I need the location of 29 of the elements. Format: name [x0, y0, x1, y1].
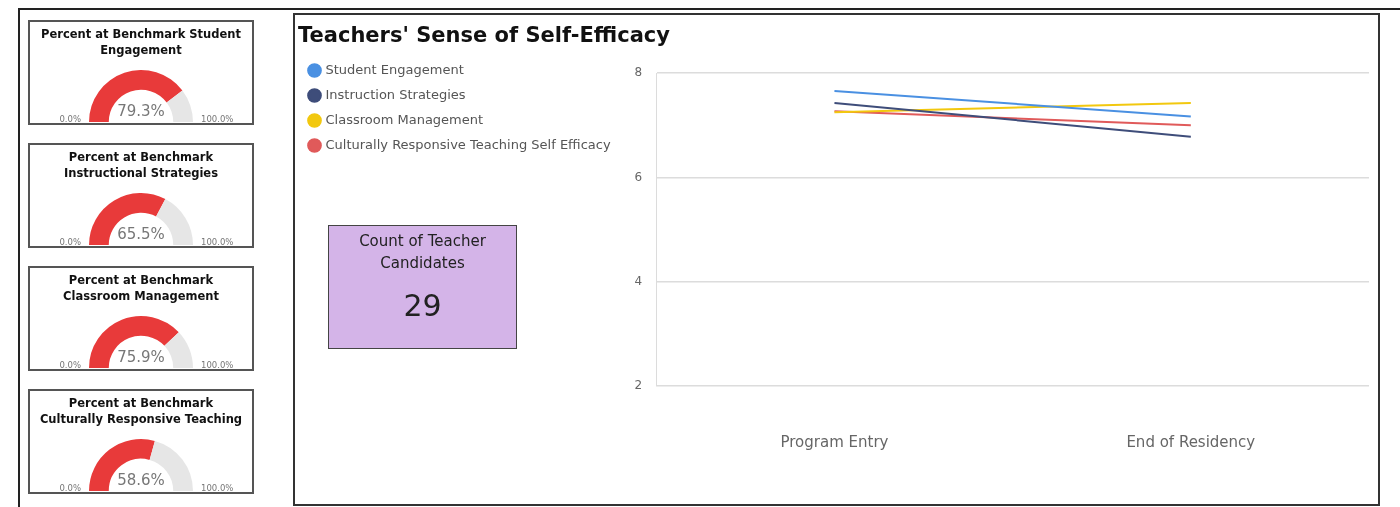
data-label: 58.6%	[117, 471, 165, 489]
legend-label: Culturally Responsive Teaching Self Efficacy	[325, 136, 611, 152]
y-tick-label: 4	[634, 273, 643, 288]
y-tick-label: 8	[634, 65, 643, 80]
chart-title: Percent at Benchmark Student Engagement	[40, 26, 242, 58]
data-label: 29	[402, 288, 443, 323]
data-label: 75.9%	[117, 348, 165, 366]
legend-label: Student Engagement	[325, 61, 464, 77]
data-label: 65.5%	[117, 225, 165, 243]
text: 0.0%	[59, 237, 81, 247]
text: 0.0%	[59, 114, 81, 124]
y-tick-label: 2	[634, 378, 643, 393]
text: 100.0%	[201, 114, 234, 124]
legend-label: Classroom Management	[325, 111, 484, 127]
x-tick-label: Program Entry	[780, 432, 889, 451]
legend-label: Instruction Strategies	[325, 86, 466, 102]
text: 0.0%	[59, 483, 81, 493]
text: 0.0%	[59, 360, 81, 370]
data-label: 79.3%	[117, 102, 165, 120]
text: Count of Teacher Candidates	[358, 231, 487, 274]
text: Teachers' Sense of Self-Efficacy	[298, 22, 671, 49]
y-tick-label: 6	[634, 169, 643, 184]
chart-title: Percent at Benchmark Culturally Responsive Teaching	[38, 395, 244, 427]
text: 100.0%	[201, 360, 234, 370]
text: 100.0%	[201, 483, 234, 493]
chart-title: Percent at Benchmark Instructional Strategies	[62, 149, 219, 181]
x-tick-label: End of Residency	[1126, 432, 1256, 451]
text: 100.0%	[201, 237, 234, 247]
chart-title: Percent at Benchmark Classroom Management	[62, 272, 220, 304]
